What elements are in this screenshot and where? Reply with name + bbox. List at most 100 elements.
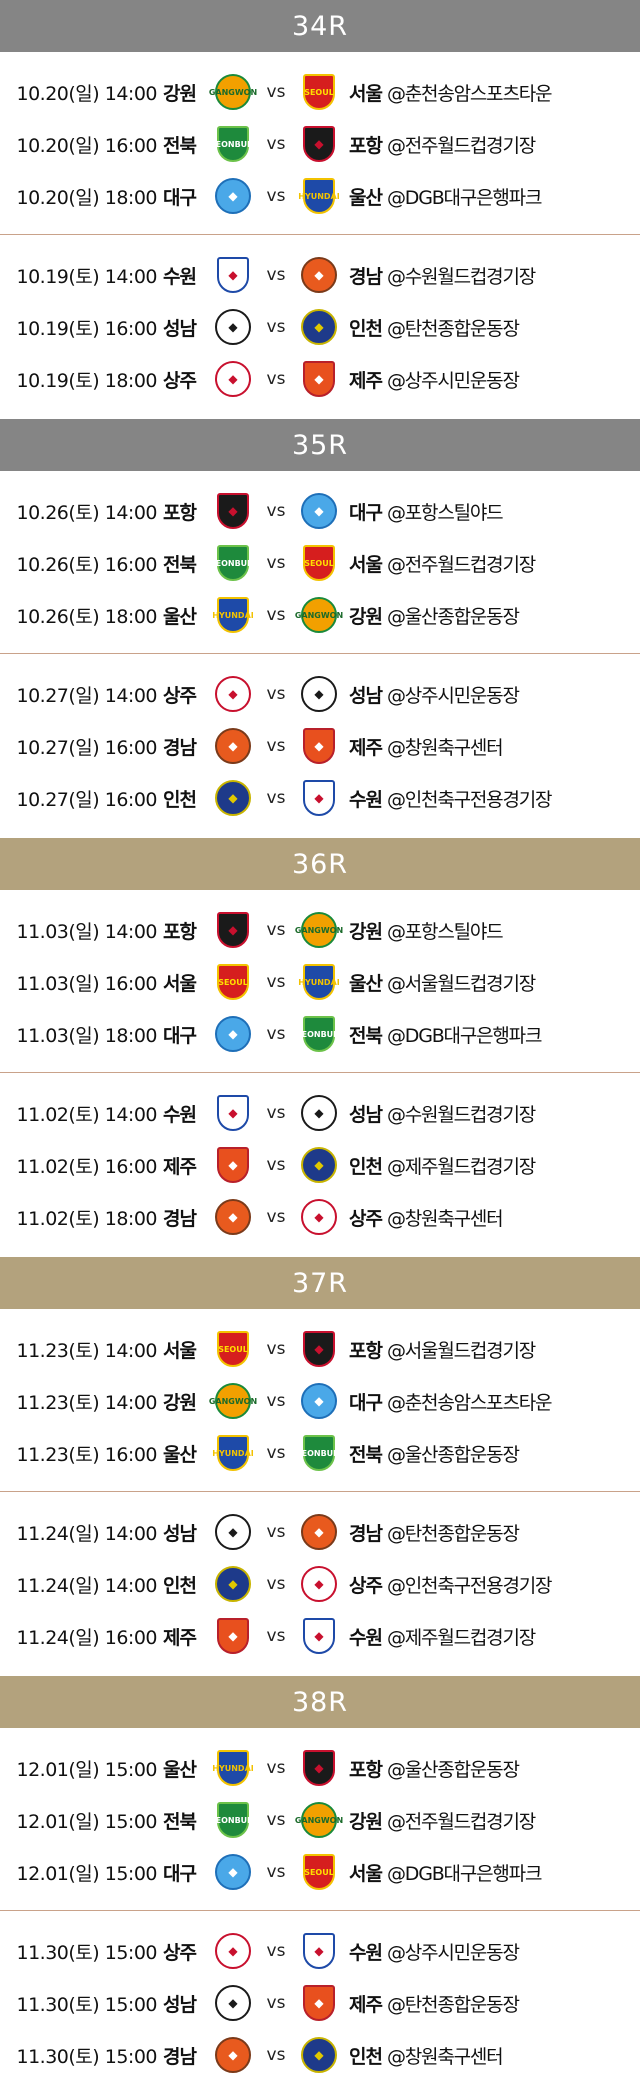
- away-team-name: 대구: [349, 1391, 383, 1414]
- suwon-emblem-icon: ◆: [299, 778, 339, 818]
- sangju-emblem-icon: ◆: [213, 1931, 253, 1971]
- match-group: 11.02(토) 14:00 수원 ◆ vs ◆ 성남 @수원월드컵경기장 11.02(토) …: [0, 1087, 640, 1243]
- home-team-name: 제주: [163, 1155, 197, 1178]
- incheon-emblem-icon: ◆: [299, 1145, 339, 1185]
- round-header: 35R: [0, 419, 640, 471]
- match-row: 10.19(토) 16:00 성남 ◆ vs ◆ 인천 @탄천종합운동장: [0, 301, 640, 353]
- incheon-emblem-mark: ◆: [301, 2037, 337, 2073]
- vs-label: vs: [266, 265, 286, 285]
- home-team-name: 포항: [163, 501, 197, 524]
- match-datetime: 11.23(토) 16:00: [16, 1443, 158, 1466]
- away-team-name: 인천: [349, 317, 383, 340]
- home-team-name: 수원: [163, 265, 197, 288]
- match-datetime: 11.03(일) 14:00: [16, 920, 158, 943]
- match-datetime: 10.20(일) 14:00: [16, 82, 158, 105]
- venue-name: @전주월드컵경기장: [386, 134, 536, 157]
- incheon-emblem-icon: ◆: [299, 307, 339, 347]
- pohang-emblem-mark: ◆: [303, 1331, 335, 1367]
- venue-name: @탄천종합운동장: [386, 317, 520, 340]
- match-datetime: 10.27(일) 14:00: [16, 684, 158, 707]
- match-row: 11.24(일) 14:00 인천 ◆ vs ◆ 상주 @인천축구전용경기장: [0, 1558, 640, 1610]
- daegu-emblem-mark: ◆: [215, 178, 251, 214]
- daegu-emblem-icon: ◆: [213, 176, 253, 216]
- away-team-name: 서울: [349, 553, 383, 576]
- away-team-name: 포항: [349, 1339, 383, 1362]
- match-row: 11.03(일) 16:00 서울 SEOUL vs HYUNDAI 울산 @서울월드컵경기…: [0, 956, 640, 1008]
- gangwon-emblem-icon: GANGWON: [209, 72, 257, 112]
- jeonbuk-emblem-mark: JEONBUK: [299, 1016, 339, 1052]
- venue-name: @수원월드컵경기장: [386, 1103, 536, 1126]
- home-team-name: 인천: [163, 788, 197, 811]
- match-datetime: 11.30(토) 15:00: [16, 1941, 158, 1964]
- match-row: 11.30(토) 15:00 경남 ◆ vs ◆ 인천 @창원축구센터: [0, 2029, 640, 2081]
- jeonbuk-emblem-icon: JEONBUK: [299, 1014, 339, 1054]
- vs-label: vs: [266, 2045, 286, 2065]
- vs-label: vs: [266, 553, 286, 573]
- venue-name: @제주월드컵경기장: [386, 1155, 536, 1178]
- venue-name: @서울월드컵경기장: [386, 972, 536, 995]
- jeonbuk-emblem-mark: JEONBUK: [213, 1802, 253, 1838]
- match-datetime: 12.01(일) 15:00: [16, 1758, 158, 1781]
- jeju-emblem-icon: ◆: [299, 726, 339, 766]
- gangwon-emblem-mark: GANGWON: [209, 1383, 257, 1419]
- suwon-emblem-mark: ◆: [303, 780, 335, 816]
- match-datetime: 11.30(토) 15:00: [16, 2045, 158, 2068]
- vs-label: vs: [266, 1941, 286, 1961]
- venue-name: @DGB대구은행파크: [386, 186, 542, 209]
- match-datetime: 10.20(일) 16:00: [16, 134, 158, 157]
- match-group: 11.30(토) 15:00 상주 ◆ vs ◆ 수원 @상주시민운동장 11.30(토) 1…: [0, 1925, 640, 2081]
- match-row: 11.03(일) 18:00 대구 ◆ vs JEONBUK 전북 @DGB대구은행파크: [0, 1008, 640, 1060]
- match-datetime: 10.27(일) 16:00: [16, 736, 158, 759]
- home-team-name: 수원: [163, 1103, 197, 1126]
- ulsan-emblem-icon: HYUNDAI: [298, 962, 340, 1002]
- group-divider: [0, 653, 640, 654]
- vs-label: vs: [266, 82, 286, 102]
- home-team-name: 강원: [163, 82, 197, 105]
- match-group: 10.27(일) 14:00 상주 ◆ vs ◆ 성남 @상주시민운동장 10.27(일) 1…: [0, 668, 640, 824]
- gangwon-emblem-icon: GANGWON: [295, 910, 343, 950]
- venue-name: @서울월드컵경기장: [386, 1339, 536, 1362]
- match-datetime: 12.01(일) 15:00: [16, 1810, 158, 1833]
- match-datetime: 10.19(토) 16:00: [16, 317, 158, 340]
- away-team-name: 전북: [349, 1024, 383, 1047]
- match-row: 11.30(토) 15:00 상주 ◆ vs ◆ 수원 @상주시민운동장: [0, 1925, 640, 1977]
- match-group: 10.20(일) 14:00 강원 GANGWON vs SEOUL 서울 @춘천송암스포츠…: [0, 66, 640, 222]
- incheon-emblem-icon: ◆: [213, 1564, 253, 1604]
- away-team-name: 상주: [349, 1207, 383, 1230]
- round-body: 12.01(일) 15:00 울산 HYUNDAI vs ◆ 포항 @울산종합운동장 12.0…: [0, 1728, 640, 2095]
- venue-name: @춘천송암스포츠타운: [386, 1391, 553, 1414]
- away-team-name: 인천: [349, 1155, 383, 1178]
- jeonbuk-emblem-mark: JEONBUK: [213, 126, 253, 162]
- home-team-name: 울산: [163, 605, 197, 628]
- home-team-name: 전북: [163, 553, 197, 576]
- ulsan-emblem-mark: HYUNDAI: [298, 964, 340, 1000]
- vs-label: vs: [266, 1810, 286, 1830]
- match-row: 11.02(토) 16:00 제주 ◆ vs ◆ 인천 @제주월드컵경기장: [0, 1139, 640, 1191]
- match-row: 11.24(일) 16:00 제주 ◆ vs ◆ 수원 @제주월드컵경기장: [0, 1610, 640, 1662]
- seoul-emblem-mark: SEOUL: [217, 964, 249, 1000]
- suwon-emblem-icon: ◆: [213, 1093, 253, 1133]
- group-divider: [0, 234, 640, 235]
- jeonbuk-emblem-mark: JEONBUK: [299, 1435, 339, 1471]
- home-team-name: 대구: [163, 186, 197, 209]
- match-row: 10.20(일) 16:00 전북 JEONBUK vs ◆ 포항 @전주월드컵경기장: [0, 118, 640, 170]
- daegu-emblem-mark: ◆: [301, 1383, 337, 1419]
- away-team-name: 서울: [349, 82, 383, 105]
- home-team-name: 경남: [163, 736, 197, 759]
- match-row: 12.01(일) 15:00 울산 HYUNDAI vs ◆ 포항 @울산종합운동장: [0, 1742, 640, 1794]
- incheon-emblem-icon: ◆: [213, 778, 253, 818]
- match-row: 10.20(일) 14:00 강원 GANGWON vs SEOUL 서울 @춘천송암스포츠…: [0, 66, 640, 118]
- suwon-emblem-icon: ◆: [213, 255, 253, 295]
- seongnam-emblem-mark: ◆: [301, 676, 337, 712]
- match-datetime: 11.30(토) 15:00: [16, 1993, 158, 2016]
- gyeongnam-emblem-icon: ◆: [213, 1197, 253, 1237]
- gyeongnam-emblem-icon: ◆: [213, 2035, 253, 2075]
- vs-label: vs: [266, 317, 286, 337]
- jeonbuk-emblem-icon: JEONBUK: [213, 124, 253, 164]
- seongnam-emblem-icon: ◆: [299, 1093, 339, 1133]
- match-row: 11.03(일) 14:00 포항 ◆ vs GANGWON 강원 @포항스틸야드: [0, 904, 640, 956]
- home-team-name: 성남: [163, 317, 197, 340]
- match-datetime: 10.20(일) 18:00: [16, 186, 158, 209]
- vs-label: vs: [266, 605, 286, 625]
- vs-label: vs: [266, 1522, 286, 1542]
